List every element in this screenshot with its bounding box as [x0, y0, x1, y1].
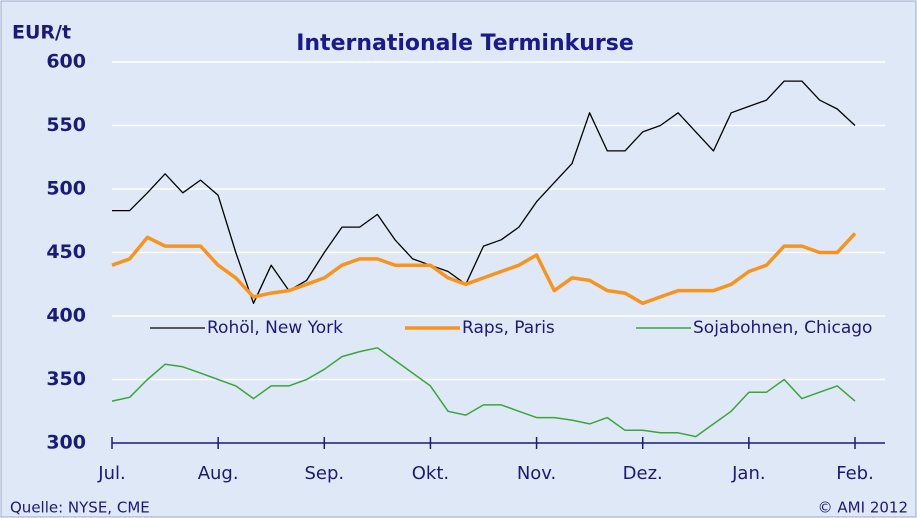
y-tick-label: 600: [46, 51, 86, 73]
x-tick-label: Dez.: [623, 463, 663, 484]
y-tick-label: 300: [46, 432, 86, 454]
y-tick-label: 350: [46, 368, 86, 390]
series-line: [112, 80, 856, 304]
y-tick-label: 450: [46, 241, 86, 263]
x-tick-label: Jan.: [731, 463, 765, 484]
legend-label: Raps, Paris: [462, 318, 555, 338]
series-line: [111, 232, 857, 306]
x-tick-label: Okt.: [412, 463, 449, 484]
series-line: [111, 347, 856, 438]
y-tick-label: 550: [46, 114, 86, 136]
x-tick-label: Aug.: [198, 463, 239, 484]
x-tick-label: Nov.: [517, 463, 556, 484]
x-tick-label: Feb.: [836, 463, 874, 484]
copyright: © AMI 2012: [818, 499, 908, 517]
chart-title: Internationale Terminkurse: [296, 31, 634, 56]
y-tick-label: 500: [46, 178, 86, 200]
y-axis-label: EUR/t: [12, 22, 71, 44]
source: Quelle: NYSE, CME: [10, 499, 150, 517]
legend-label: Rohöl, New York: [207, 318, 343, 338]
x-tick-label: Sep.: [304, 463, 344, 484]
x-tick-label: Jul.: [97, 463, 125, 484]
y-tick-label: 400: [46, 305, 86, 327]
legend-label: Sojabohnen, Chicago: [693, 318, 872, 338]
